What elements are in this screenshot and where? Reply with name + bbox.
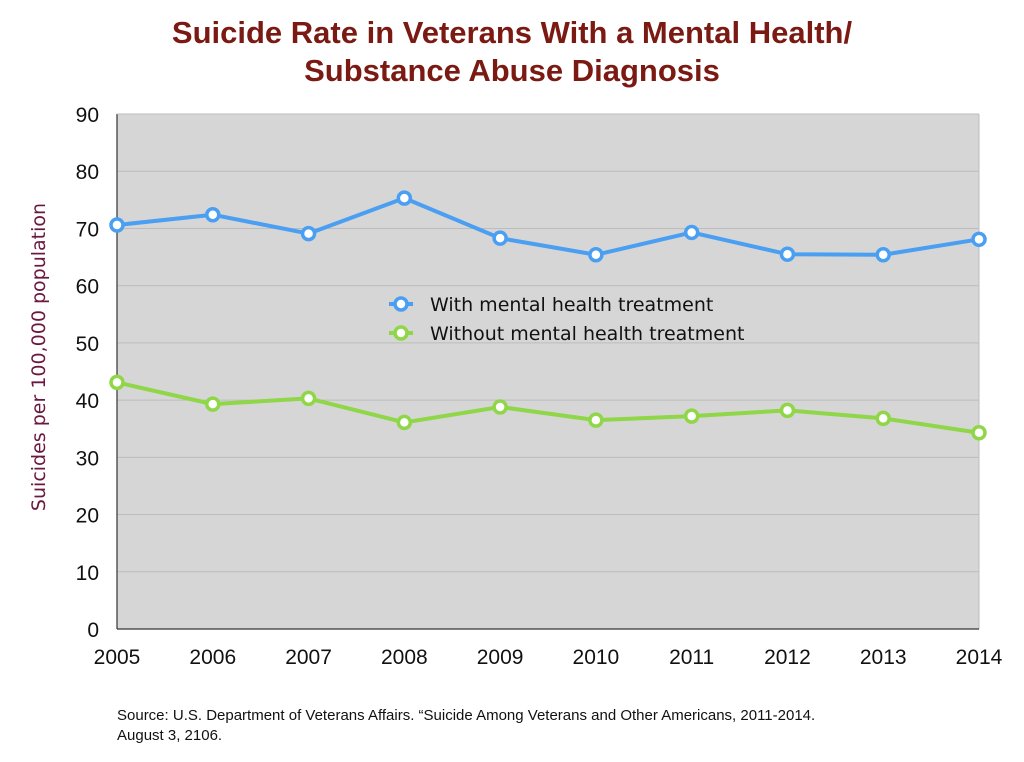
data-point — [588, 412, 604, 428]
y-tick-label: 50 — [76, 333, 99, 356]
data-point — [683, 408, 700, 424]
y-tick-label: 60 — [76, 276, 99, 299]
source-line-2: August 3, 2106. — [117, 727, 223, 744]
data-point — [205, 396, 221, 412]
series-line — [116, 380, 980, 435]
x-tick-label: 2009 — [477, 646, 524, 669]
data-point — [779, 246, 796, 262]
data-point — [300, 225, 317, 242]
y-tick-label: 70 — [76, 218, 99, 241]
x-axis: 2005 2006 2007 2008 2009 2010 2011 2012 2013 2014 — [94, 628, 1003, 669]
legend-item-1: With mental health treatment — [389, 294, 713, 316]
x-tick-label: 2006 — [189, 646, 236, 669]
chart-title: Suicide Rate in Veterans With a Mental H… — [0, 14, 1024, 90]
source-note: Source: U.S. Department of Veterans Affa… — [117, 706, 977, 746]
data-point — [971, 231, 987, 248]
data-point — [492, 230, 508, 246]
y-tick-label: 20 — [76, 505, 99, 528]
source-line-1: Source: U.S. Department of Veterans Affa… — [117, 707, 816, 724]
legend-swatch-marker — [393, 325, 409, 341]
data-point — [396, 190, 413, 206]
y-tick-label: 10 — [76, 562, 99, 585]
data-point — [875, 247, 891, 263]
y-tick-label: 80 — [76, 161, 99, 184]
x-tick-label: 2005 — [94, 646, 141, 669]
data-point — [109, 217, 125, 233]
y-axis: 0 10 20 30 40 50 60 70 80 90 — [76, 104, 980, 642]
series-2 — [109, 374, 987, 441]
legend-swatch-marker — [393, 296, 409, 312]
data-point — [300, 390, 317, 407]
x-tick-label: 2010 — [573, 646, 620, 669]
y-tick-label: 90 — [76, 104, 99, 127]
x-tick-label: 2013 — [860, 646, 907, 669]
y-axis-label: Suicides per 100,000 population — [28, 203, 50, 511]
series-1 — [109, 190, 987, 263]
grid-lines — [117, 170, 979, 573]
y-tick-label: 30 — [76, 447, 99, 470]
x-tick-label: 2007 — [285, 646, 332, 669]
x-tick-label: 2011 — [669, 646, 714, 669]
x-tick-label: 2012 — [764, 646, 811, 669]
y-tick-label: 0 — [87, 619, 99, 642]
legend-label: With mental health treatment — [430, 294, 713, 316]
y-tick-label: 40 — [76, 390, 99, 413]
legend-item-2: Without mental health treatment — [389, 323, 744, 345]
data-point — [492, 399, 508, 415]
legend: With mental health treatment Without ment… — [389, 294, 744, 345]
data-point — [971, 424, 987, 441]
data-point — [109, 374, 125, 391]
chart-title-line-1: Suicide Rate in Veterans With a Mental H… — [171, 15, 853, 50]
data-point — [588, 247, 604, 263]
data-point — [396, 414, 413, 431]
data-point — [205, 206, 221, 223]
data-point — [779, 402, 796, 419]
line-chart: 0 10 20 30 40 50 60 70 80 90 2005 2006 2007 2008 2009… — [28, 104, 1003, 669]
series-line — [116, 196, 980, 257]
data-point — [683, 224, 700, 241]
plot-area — [117, 114, 979, 629]
data-point — [875, 410, 891, 427]
chart-title-line-2: Substance Abuse Diagnosis — [304, 53, 720, 88]
x-tick-label: 2014 — [956, 646, 1003, 669]
x-tick-label: 2008 — [381, 646, 428, 669]
series-layer — [109, 190, 987, 441]
legend-label: Without mental health treatment — [430, 323, 744, 345]
